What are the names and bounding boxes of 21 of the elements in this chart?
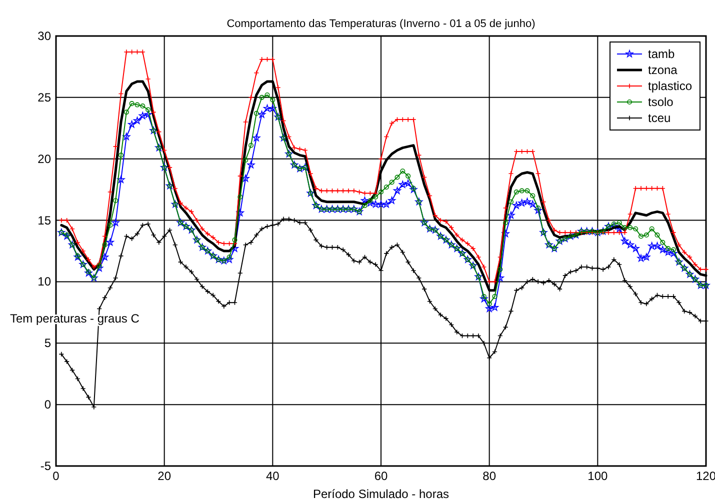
x-tick-label: 20 (158, 469, 172, 483)
legend-label: tzona (648, 63, 678, 77)
chart-title: Comportamento das Temperaturas (Inverno - 01 a 05 de junho) (226, 18, 536, 30)
x-tick-label: 60 (374, 469, 388, 483)
legend-label: tceu (648, 111, 671, 125)
legend-label: tplastico (648, 79, 692, 93)
y-tick-label: -5 (40, 459, 52, 473)
y-tick-label: 30 (38, 29, 52, 43)
y-tick-label: 0 (44, 398, 52, 412)
legend-label: tsolo (648, 95, 674, 109)
y-tick-label: 10 (38, 274, 52, 289)
legend-label: tamb (648, 47, 676, 61)
y-tick-label: 25 (38, 90, 52, 104)
y-tick-label: 5 (44, 336, 52, 350)
y-tick-label: 20 (38, 152, 52, 166)
x-tick-label: 0 (52, 469, 60, 483)
x-tick-label: 80 (482, 469, 496, 483)
x-tick-label: 100 (588, 469, 608, 483)
y-tick-label: 15 (38, 213, 52, 228)
x-axis-title: Período Simulado - horas (312, 487, 450, 501)
x-tick-label: 40 (266, 469, 280, 483)
